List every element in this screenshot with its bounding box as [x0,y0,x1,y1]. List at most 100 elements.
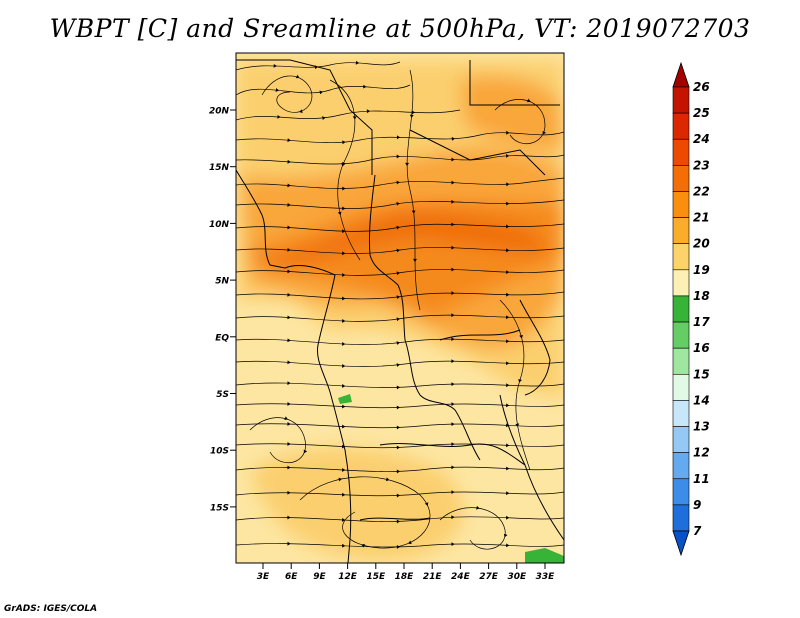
lat-tick-label: 5S [216,390,229,400]
streamline-arrowhead [506,130,510,135]
colorbar-top-arrow [672,61,690,88]
streamline-arrowhead [451,490,455,495]
streamline-arrowhead [506,491,510,496]
streamline-arrowhead [506,423,510,428]
streamline-arrowhead [342,140,346,145]
colorbar-label: 9 [693,498,701,512]
streamline-arrowhead [451,222,455,227]
streamline-arrowhead [287,338,291,343]
streamline-arrowhead [411,110,416,115]
colorbar-label: 18 [693,289,710,303]
colorbar-segment [672,478,690,506]
colorbar-label: 17 [693,315,710,329]
lon-tick-label: 9E [313,572,326,582]
streamline-arrowhead [451,402,455,407]
streamline-arrowhead [287,515,291,520]
streamline-arrowhead [287,442,291,446]
lon-tick-label: 30E [507,572,527,582]
colorbar-label: 15 [693,367,710,381]
streamline-arrowhead [506,201,510,206]
colorbar-label: 16 [693,341,710,355]
colorbar-label: 7 [693,524,702,538]
colorbar-segment [672,504,690,532]
country-borders [236,59,564,563]
plot-frame [235,52,565,564]
streamline-arrowhead [451,382,455,387]
colorbar: 26 25 24 23 22 21 20 19 18 17 16 15 14 13 12 11 9 7 [672,61,710,557]
streamline-arrowhead [396,469,401,474]
streamline-arrowhead [396,295,401,300]
colorbar-label: 14 [693,393,710,407]
streamline-arrowhead [396,271,401,276]
streamline-arrowhead [451,199,455,204]
streamline-arrowhead [503,533,508,538]
colorbar-bottom-arrow [672,530,690,557]
streamline-arrowhead [319,90,323,95]
map-title: WBPT [C] and Sreamline at 500hPa, VT: 20… [49,14,751,43]
streamline-arrowhead [287,381,291,386]
streamline-arrowhead [287,138,291,143]
streamline-arrowhead [342,273,346,277]
lon-tick-label: 12E [338,572,358,582]
colorbar-label: 11 [693,472,710,486]
streamline-arrowhead [506,315,510,320]
streamline-arrowhead [506,543,510,548]
streamlines [236,60,564,550]
streamline-arrowhead [295,74,300,79]
streamline-arrowhead [303,449,308,454]
streamline-arrowhead [519,334,523,339]
streamline-arrowhead [396,519,401,524]
streamline-arrowhead [337,211,342,216]
lat-tick-label: 15S [210,503,229,513]
streamline-arrowhead [396,341,401,345]
streamline-arrowhead [287,422,291,426]
streamline-arrowhead [352,116,357,120]
streamline-arrowhead [342,492,346,497]
streamline-arrowhead [277,114,281,119]
streamline-arrowhead [342,383,346,388]
streamline-arrowhead [287,315,291,320]
streamline-arrowhead [515,423,520,427]
colorbar-label: 12 [693,446,710,460]
streamline-arrowhead [287,202,291,207]
streamline-arrowhead [273,63,277,68]
lon-tick-label: 33E [536,572,556,582]
streamline-arrowhead [506,403,510,408]
colorbar-segment [672,191,690,218]
streamline-arrowhead [342,206,346,211]
colorbar-segment [672,86,690,114]
streamline-arrowhead [342,342,346,346]
streamline-arrowhead [451,337,455,342]
colorbar-segment [672,165,690,192]
streamline-arrowhead [396,445,401,450]
streamline-arrowhead [287,292,291,297]
streamline-arrowhead [506,248,510,253]
streamline-arrowhead [287,159,291,164]
streamline-arrowhead [396,317,400,322]
streamline-arrowhead [287,183,291,188]
streamline-arrowhead [299,109,303,114]
lon-tick-label: 15E [366,572,386,582]
streamline-arrowhead [506,443,510,448]
lat-tick-label: 5N [215,277,229,287]
streamline-arrowhead [506,153,510,158]
streamline-arrowhead [451,136,456,141]
colorbar-segment [672,321,690,349]
wbpt-21-north-region [460,76,564,150]
streamline-arrowhead [518,378,522,383]
streamline-arrowhead [506,515,510,520]
wbpt-17-patch-east [525,548,564,563]
streamline-arrowhead [287,465,291,470]
streamline-arrowhead [451,245,455,250]
lon-tick-label: 27E [479,572,499,582]
colorbar-segment [672,243,690,271]
streamline-arrowhead [506,466,510,471]
streamline-arrowhead [451,313,455,318]
streamline-arrowhead [411,210,416,214]
streamline-arrowhead [342,424,346,429]
streamline-arrowhead [424,502,429,506]
colorbar-segment [672,138,690,166]
wbpt-field [236,53,564,563]
wbpt-20-south-region [250,447,464,561]
streamline-arrowhead [342,251,346,256]
